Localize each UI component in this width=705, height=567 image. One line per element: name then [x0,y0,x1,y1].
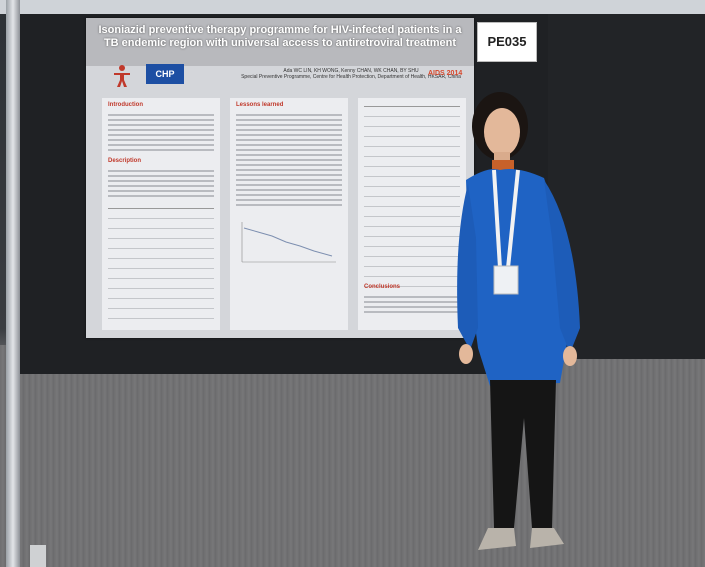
poster-title: Isoniazid preventive therapy programme f… [98,24,462,49]
intro-text [108,114,214,154]
board-number-card: PE035 [477,22,537,62]
section-conclusions: Conclusions [364,284,401,290]
conference-poster: Isoniazid preventive therapy programme f… [86,18,474,338]
tb-incidence-chart [241,222,336,263]
section-description: Description [108,158,142,164]
poster-column-middle: Lessons learned [230,98,348,330]
red-ribbon-person-logo [114,65,130,87]
presenter-person [457,92,580,550]
aids-2014-logo: AIDS 2014 [428,70,463,77]
chp-logo: CHP [146,64,184,84]
board-stand-foot [30,545,46,567]
conclusions-text [364,296,460,316]
outcome-table [364,106,460,287]
lessons-text [236,114,342,209]
poster-authors: Ada WC LIN, KH WONG, Kenny CHAN, WK CHAN… [236,68,466,80]
author-names: Ada WC LIN, KH WONG, Kenny CHAN, WK CHAN… [283,68,419,74]
section-introduction: Introduction [108,102,143,108]
poster-title-bar [86,18,474,66]
description-text [108,170,214,200]
poster-column-right: Conclusions [358,98,466,330]
section-lessons-learned: Lessons learned [236,102,284,108]
author-affiliation: Special Preventive Programme, Centre for… [241,74,461,80]
ceiling [0,0,705,14]
indicator-table [108,208,214,319]
carpet-floor [0,345,705,567]
metal-pole [6,0,20,567]
poster-column-left: Introduction Description [102,98,220,330]
